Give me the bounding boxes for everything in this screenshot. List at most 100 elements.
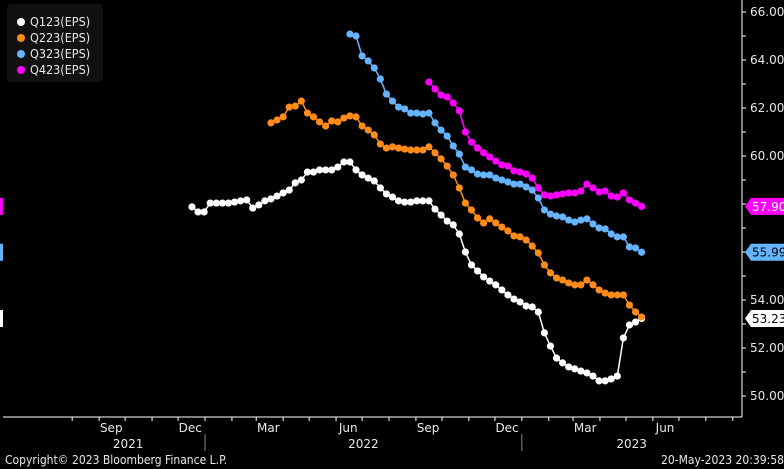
data-point: [267, 195, 275, 203]
legend-dot-icon: [17, 34, 25, 42]
data-point: [449, 142, 457, 150]
data-point: [461, 128, 469, 136]
data-point: [309, 113, 318, 121]
data-point: [480, 219, 488, 227]
data-point: [625, 243, 634, 251]
data-point: [613, 291, 621, 299]
data-point: [565, 189, 573, 197]
data-point: [467, 261, 476, 269]
data-point: [243, 196, 251, 204]
x-year-label: 2021: [113, 437, 144, 451]
data-point: [206, 199, 214, 207]
last-value-badge: 55.99: [0, 243, 784, 261]
y-tick-label: 50.00: [750, 389, 784, 403]
data-point: [546, 269, 555, 277]
data-point: [638, 313, 646, 321]
data-point: [498, 223, 506, 231]
left-edge-marker: [0, 309, 3, 327]
data-point: [571, 218, 579, 226]
data-point: [571, 281, 579, 289]
data-point: [309, 168, 318, 176]
data-point: [595, 286, 603, 294]
data-point: [370, 177, 378, 185]
data-point: [498, 176, 506, 184]
data-point: [607, 291, 615, 299]
badge-value: 53.23: [752, 312, 784, 326]
data-point: [431, 85, 439, 93]
data-point: [613, 233, 621, 241]
y-tick-label: 60.00: [750, 149, 784, 163]
data-point: [601, 225, 609, 233]
data-point: [376, 75, 384, 83]
data-point: [577, 281, 585, 289]
data-point: [565, 279, 573, 287]
data-point: [455, 230, 463, 238]
data-point: [516, 298, 524, 306]
last-value-badges: 53.23 55.99 57.90: [0, 197, 784, 327]
data-point: [559, 359, 567, 367]
series-q423-eps-: [425, 78, 646, 210]
data-point: [583, 180, 591, 188]
left-edge-marker: [0, 243, 3, 261]
data-point: [461, 163, 469, 171]
data-point: [510, 232, 518, 240]
data-point: [540, 261, 548, 269]
legend-item-q323[interactable]: Q323(EPS): [17, 46, 90, 62]
data-point: [631, 318, 640, 326]
legend-item-q423[interactable]: Q423(EPS): [17, 62, 90, 78]
data-point: [370, 64, 378, 72]
data-point: [352, 113, 360, 121]
data-point: [388, 97, 397, 105]
data-point: [455, 150, 463, 158]
data-point: [437, 211, 445, 219]
data-point: [516, 168, 524, 176]
legend-item-q223[interactable]: Q223(EPS): [17, 30, 90, 46]
data-point: [194, 208, 202, 216]
data-point: [461, 199, 469, 207]
data-point: [486, 171, 494, 179]
data-point: [425, 78, 433, 86]
data-point: [370, 131, 378, 139]
data-point: [589, 281, 597, 289]
data-point: [601, 187, 609, 195]
data-point: [601, 289, 609, 297]
data-point: [510, 167, 518, 175]
data-point: [595, 377, 603, 385]
data-point: [303, 168, 312, 176]
data-point: [473, 267, 482, 275]
data-point: [425, 109, 433, 117]
data-point: [443, 162, 451, 170]
data-point: [431, 119, 439, 127]
data-point: [388, 143, 397, 151]
data-point: [595, 224, 603, 232]
data-point: [559, 190, 567, 198]
data-point: [473, 144, 482, 152]
data-point: [212, 199, 220, 207]
data-point: [437, 126, 445, 134]
data-point: [619, 291, 627, 299]
left-edge-marker: [0, 197, 3, 215]
data-point: [358, 171, 366, 179]
data-point: [540, 329, 548, 337]
data-point: [419, 197, 427, 205]
data-point: [631, 308, 640, 316]
y-tick-label: 62.00: [750, 101, 784, 115]
data-point: [540, 206, 548, 214]
data-point: [516, 233, 524, 241]
data-point: [613, 372, 621, 380]
data-point: [516, 180, 524, 188]
data-point: [443, 217, 451, 225]
data-point: [364, 126, 372, 134]
data-point: [565, 216, 573, 224]
data-point: [480, 171, 488, 179]
data-point: [382, 190, 391, 198]
legend-dot-icon: [17, 66, 25, 74]
data-point: [571, 365, 579, 373]
data-point: [322, 166, 330, 174]
legend-item-q123[interactable]: Q123(EPS): [17, 14, 90, 30]
axes: Sep Dec Mar Jun Sep Dec Mar Jun 2021 2022 2023 50.0…: [3, 0, 784, 451]
data-point: [498, 161, 506, 169]
data-point: [431, 149, 439, 157]
data-point: [589, 372, 597, 380]
data-point: [607, 192, 615, 200]
